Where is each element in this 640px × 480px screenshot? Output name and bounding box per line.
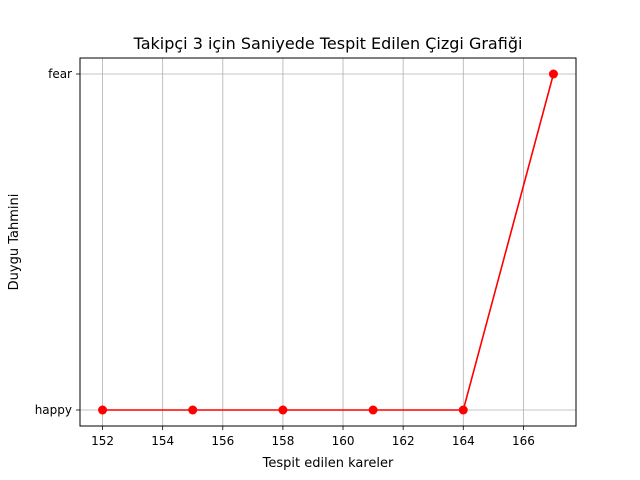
data-point [548,69,558,79]
x-axis-label: Tespit edilen kareler [262,456,394,471]
y-tick-label: fear [48,67,72,81]
data-point [98,405,108,415]
series-layer [98,69,558,415]
data-point [368,405,378,415]
plot-frame [79,57,577,427]
x-tick-label: 160 [332,434,355,448]
chart-title: Takipçi 3 için Saniyede Tespit Edilen Çi… [133,34,523,53]
axis-ticks: 152 154 156 158 160 162 164 166 happy fear [35,67,535,448]
series-line [102,73,555,411]
x-tick-label: 162 [392,434,415,448]
data-point [278,405,288,415]
y-axis-label: Duygu Tahmini [7,194,22,291]
y-tick-label: happy [35,403,72,417]
data-point [188,405,198,415]
x-tick-label: 158 [271,434,294,448]
x-tick-label: 156 [211,434,234,448]
data-point [458,405,468,415]
x-tick-label: 152 [91,434,114,448]
x-tick-label: 166 [512,434,535,448]
x-tick-label: 154 [151,434,174,448]
x-tick-label: 164 [452,434,475,448]
